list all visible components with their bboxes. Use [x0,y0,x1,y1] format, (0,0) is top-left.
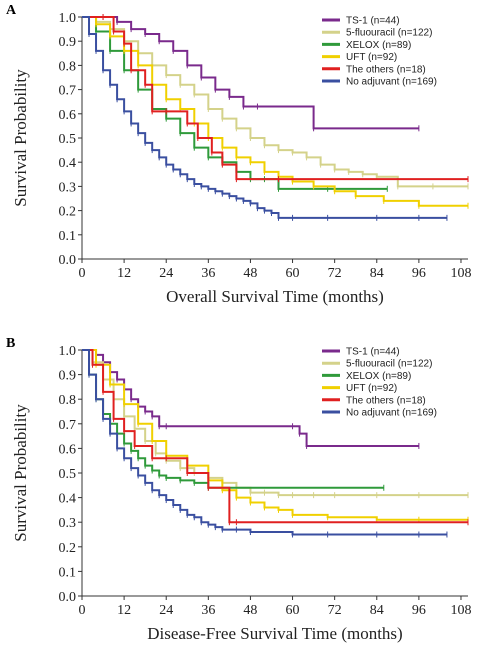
x-tick-label: 84 [370,266,384,281]
x-tick-label: 0 [79,603,86,618]
y-tick-label: 0.0 [59,590,77,605]
y-tick-label: 0.4 [59,156,77,171]
y-axis-title: Survival Probability [11,404,30,542]
x-tick-label: 60 [286,266,300,281]
y-tick-label: 0.1 [59,565,77,580]
y-tick-label: 0.8 [59,59,77,74]
x-tick-label: 108 [450,266,471,281]
x-tick-label: 24 [159,266,173,281]
legend-label: The others (n=18) [346,64,426,75]
y-tick-label: 0.2 [59,205,77,220]
y-tick-label: 1.0 [59,11,77,26]
y-tick-label: 0.0 [59,253,77,268]
legend-label: UFT (n=92) [346,52,397,63]
y-tick-label: 0.7 [59,84,77,99]
y-tick-label: 0.3 [59,516,77,531]
y-tick-label: 0.6 [59,108,77,123]
y-tick-label: 1.0 [59,344,77,359]
series-line-2 [82,349,384,489]
x-tick-label: 96 [412,603,426,618]
panel-label: A [6,3,17,18]
y-axis-title: Survival Probability [11,69,30,207]
x-axis-title: Overall Survival Time (months) [166,287,384,306]
series-line-3 [82,16,468,207]
x-tick-label: 72 [328,266,342,281]
y-tick-label: 0.8 [59,393,77,408]
legend-label: XELOX (n=89) [346,371,411,382]
legend-label: 5-fluouracil (n=122) [346,28,432,39]
y-tick-label: 0.7 [59,418,77,433]
x-tick-label: 60 [286,603,300,618]
x-tick-label: 48 [243,266,257,281]
y-tick-label: 0.3 [59,180,77,195]
legend-label: XELOX (n=89) [346,40,411,51]
x-tick-label: 96 [412,266,426,281]
x-tick-label: 108 [450,603,471,618]
x-tick-label: 12 [117,603,131,618]
y-tick-label: 0.6 [59,442,77,457]
series-line-1 [82,16,468,188]
y-tick-label: 0.5 [59,467,77,482]
x-tick-label: 24 [159,603,173,618]
x-tick-label: 36 [201,266,215,281]
legend-label: 5-fluouracil (n=122) [346,359,432,370]
legend-label: UFT (n=92) [346,383,397,394]
series-line-0 [82,349,419,447]
legend-label: No adjuvant (n=169) [346,408,437,419]
chart-panel-b: B 0.0 0.1 0.2 0.3 0.4 0.5 0.6 0.7 0.8 0.9 1.0 0 12 24 3… [6,336,471,643]
x-tick-label: 48 [243,603,257,618]
chart-panel-a: A 0.0 0.1 0.2 0.3 0.4 0.5 0.6 0.7 0.8 0.9 1.0 0 12 24 3… [6,3,471,306]
legend-label: No adjuvant (n=169) [346,77,437,88]
y-tick-label: 0.9 [59,35,77,50]
y-tick-label: 0.5 [59,132,77,147]
series-line-4 [82,349,468,524]
x-axis-title: Disease-Free Survival Time (months) [147,624,402,643]
y-tick-label: 0.9 [59,369,77,384]
y-tick-label: 0.1 [59,229,77,244]
legend-label: TS-1 (n=44) [346,347,400,358]
x-tick-label: 0 [79,266,86,281]
y-tick-label: 0.2 [59,541,77,556]
x-tick-label: 36 [201,603,215,618]
panel-label: B [6,336,15,351]
series-line-3 [82,349,468,521]
y-tick-label: 0.4 [59,492,77,507]
x-tick-label: 84 [370,603,384,618]
series-line-5 [82,349,447,536]
legend-label: The others (n=18) [346,395,426,406]
legend-label: TS-1 (n=44) [346,16,400,27]
x-tick-label: 72 [328,603,342,618]
x-tick-label: 12 [117,266,131,281]
series-line-5 [82,16,447,219]
